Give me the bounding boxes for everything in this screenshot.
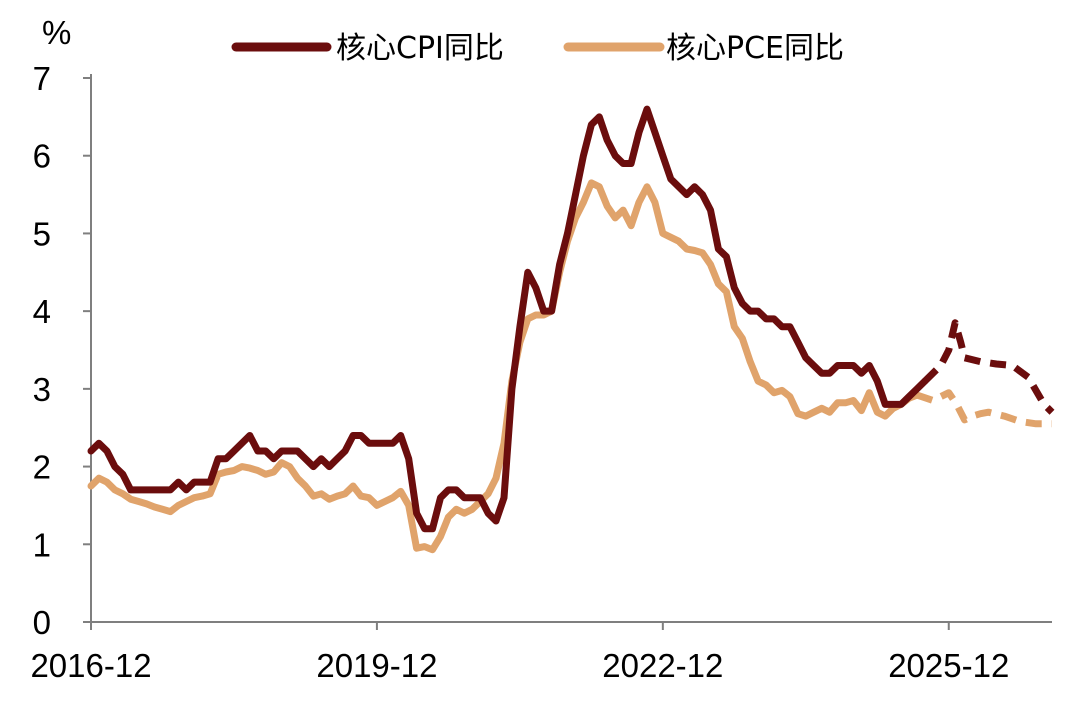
x-tick-label: 2022-12: [602, 647, 723, 684]
x-tick-label: 2016-12: [30, 647, 151, 684]
series-forecast-line-core-pce: [915, 389, 1052, 428]
unit-label: %: [42, 14, 71, 51]
series-layer: [87, 105, 1055, 554]
y-tick-label: 7: [33, 60, 51, 97]
legend-label-core-cpi: 核心CPI同比: [336, 31, 504, 66]
y-tick-label: 6: [33, 138, 51, 175]
y-tick-label: 4: [33, 293, 51, 330]
y-tick-label: 5: [33, 215, 51, 252]
legend: 核心CPI同比 核心PCE同比: [231, 31, 844, 66]
y-tick-label: 1: [33, 526, 51, 563]
axes: 0 1 2 3 4 5 6 7 2016-12 2019-12 2022-12 2025-12: [30, 60, 1052, 684]
y-tick-label: 2: [33, 449, 51, 486]
x-tick-label: 2025-12: [888, 647, 1009, 684]
series-line-core-pce: [87, 179, 921, 554]
x-tick-label: 2019-12: [316, 647, 437, 684]
series-line-core-cpi: [87, 105, 929, 533]
legend-label-core-pce: 核心PCE同比: [666, 31, 844, 66]
y-tick-label: 3: [33, 371, 51, 408]
y-tick-label: 0: [33, 604, 51, 641]
